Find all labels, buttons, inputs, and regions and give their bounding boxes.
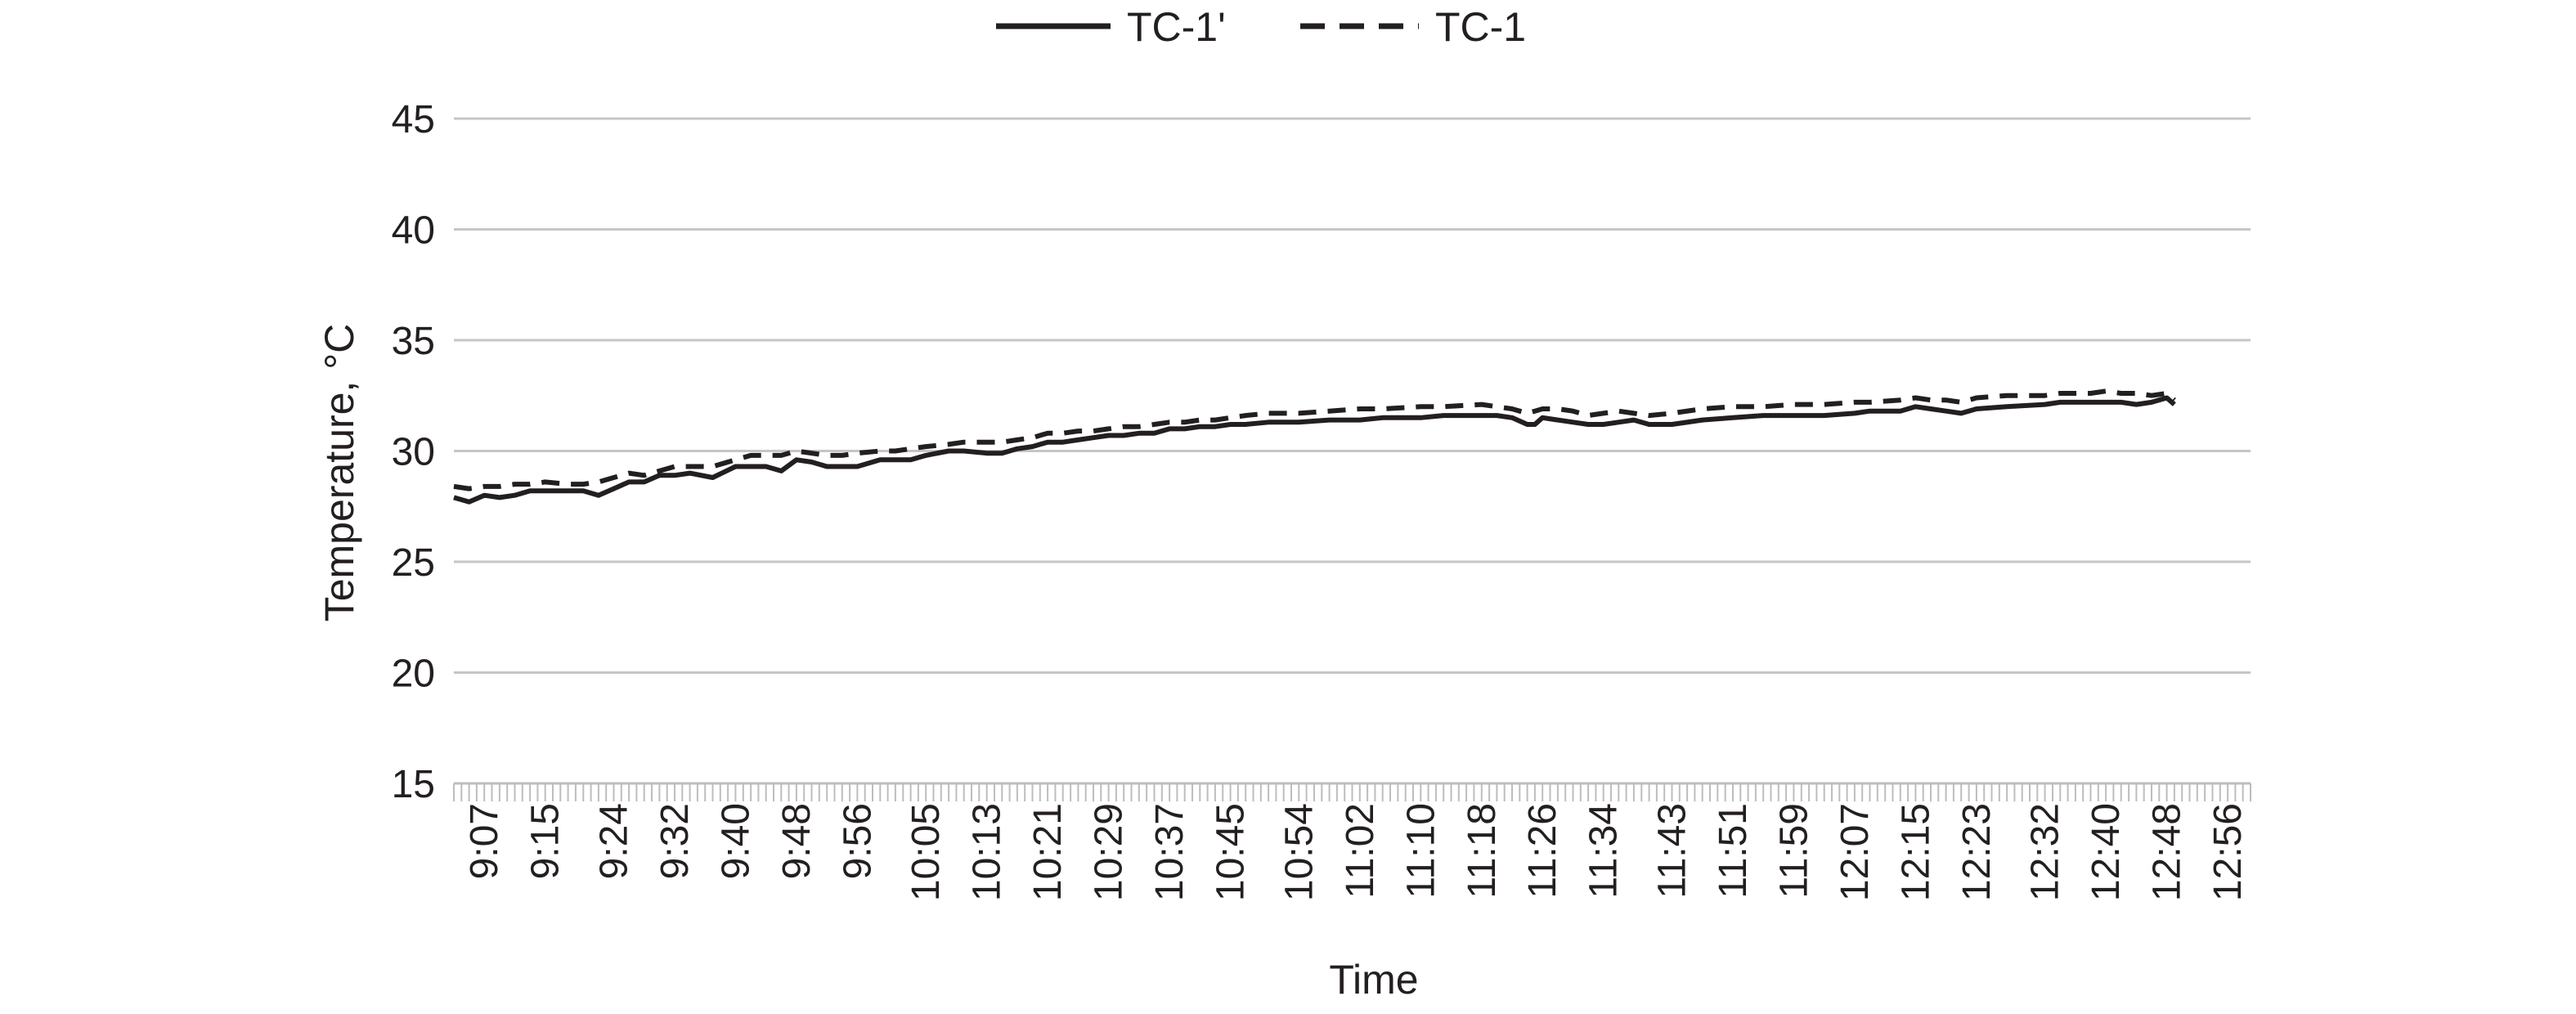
y-tick-label: 20 — [392, 653, 435, 696]
x-tick-label: 12:23 — [1955, 803, 1999, 901]
y-tick-label: 15 — [392, 763, 435, 806]
x-tick-label: 9:15 — [524, 803, 568, 879]
legend-label: TC-1 — [1435, 4, 1526, 50]
x-tick-label: 11:43 — [1651, 803, 1694, 899]
x-tick-label: 11:59 — [1772, 803, 1815, 899]
y-tick-label: 35 — [392, 320, 435, 363]
legend: TC-1' TC-1 — [996, 4, 1526, 50]
legend-label: TC-1' — [1127, 4, 1226, 50]
series-group — [453, 388, 2176, 505]
x-tick-label: 10:05 — [904, 803, 948, 901]
x-tick-label: 10:13 — [966, 803, 1009, 901]
x-tick-label: 11:34 — [1582, 803, 1626, 899]
x-tick-label: 9:48 — [775, 803, 819, 879]
y-axis-title: Temperature, °C — [316, 324, 362, 622]
x-tick-label: 11:18 — [1461, 803, 1504, 899]
x-axis-tick-labels: 9:07 9:15 9:24 9:32 9:40 9:48 9:56 10:05 10:13 10… — [463, 803, 2250, 901]
x-tick-label: 9:56 — [836, 803, 879, 879]
x-tick-label: 11:51 — [1712, 803, 1755, 899]
x-axis-title: Time — [1329, 957, 1418, 1003]
x-tick-label: 12:15 — [1894, 803, 1937, 901]
x-tick-label: 9:07 — [463, 803, 506, 879]
x-tick-label: 11:10 — [1399, 803, 1443, 899]
x-tick-label: 11:26 — [1521, 803, 1564, 899]
series-line-tc-1-prime — [453, 395, 2176, 505]
x-tick-label: 10:21 — [1026, 803, 1070, 901]
x-tick-label: 12:07 — [1833, 803, 1877, 901]
series-line-tc-1 — [453, 388, 2176, 491]
x-tick-label: 12:56 — [2206, 803, 2250, 901]
x-tick-label: 12:32 — [2024, 803, 2067, 901]
x-tick-label: 10:54 — [1277, 803, 1321, 901]
x-axis-minor-ticks — [453, 783, 2251, 801]
y-tick-label: 40 — [392, 209, 435, 253]
x-tick-label: 9:40 — [714, 803, 757, 879]
y-tick-label: 25 — [392, 541, 435, 585]
gridlines — [454, 117, 2251, 674]
x-tick-label: 12:40 — [2085, 803, 2128, 901]
x-tick-label: 12:48 — [2146, 803, 2189, 901]
y-tick-label: 30 — [392, 431, 435, 474]
x-axis — [453, 782, 2251, 801]
y-axis-ticks: 15 20 25 30 35 40 45 — [392, 98, 435, 806]
x-tick-label: 11:02 — [1339, 803, 1382, 899]
x-tick-label: 10:29 — [1088, 803, 1131, 901]
x-tick-label: 10:45 — [1209, 803, 1253, 901]
x-tick-label: 10:37 — [1148, 803, 1192, 901]
x-tick-label: 9:32 — [653, 803, 697, 879]
x-tick-label: 9:24 — [593, 803, 636, 879]
y-tick-label: 45 — [392, 98, 435, 141]
